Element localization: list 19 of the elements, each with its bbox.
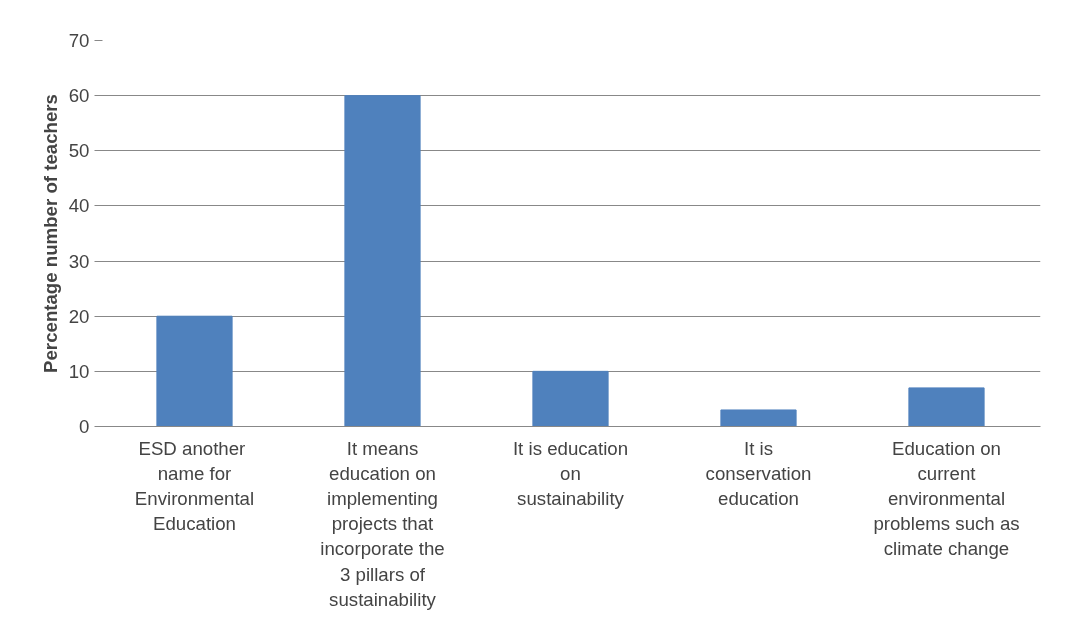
y-tick-label: 40: [68, 195, 90, 217]
bar: [720, 409, 797, 427]
bar: [156, 315, 233, 427]
y-tick-label: 60: [68, 85, 90, 107]
y-axis-title: Percentage number of teachers: [39, 94, 61, 373]
x-tick-label: ESD another name for Environmental Education: [134, 437, 255, 535]
y-tick-label: 30: [68, 250, 90, 272]
y-tick-label: 70: [68, 30, 90, 51]
x-tick-label: It is conservation education: [705, 437, 812, 509]
x-tick-label: Education on current environmental problems such as climate change: [873, 437, 1020, 560]
bar: [344, 95, 421, 427]
bar: [908, 387, 985, 427]
x-tick-label: It is education on sustainability: [512, 437, 629, 509]
y-tick-label: 0: [79, 416, 90, 437]
bar: [532, 370, 609, 427]
y-tick-label: 20: [68, 305, 90, 327]
x-tick-label: It means education on implementing projects that incorporate the 3 pillars of sustainability: [320, 437, 445, 610]
y-tick-label: 50: [68, 140, 90, 162]
y-tick-label: 10: [68, 360, 90, 382]
